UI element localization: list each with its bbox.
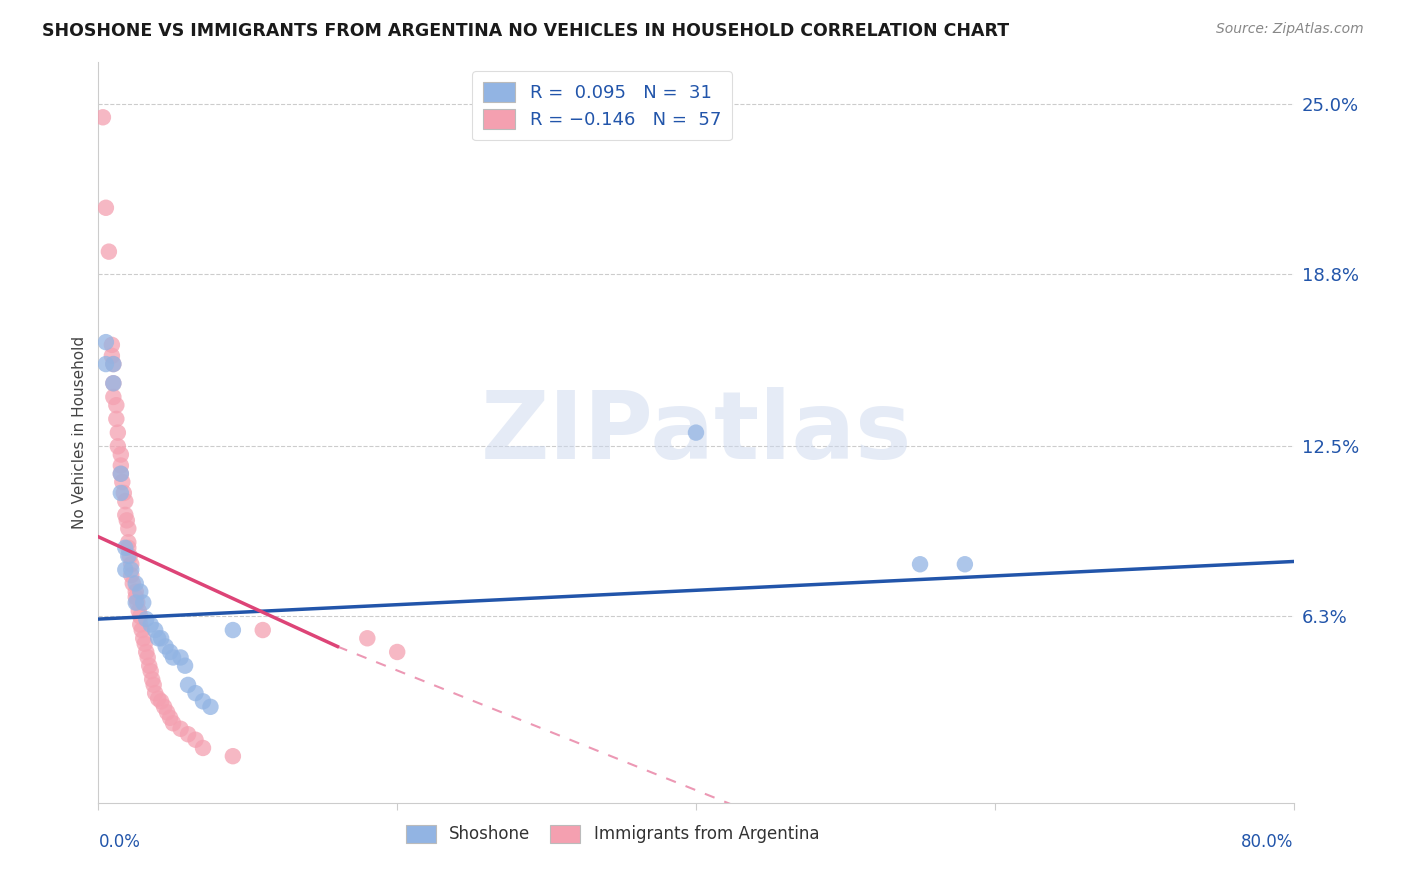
Text: 0.0%: 0.0% [98,833,141,851]
Text: ZIPatlas: ZIPatlas [481,386,911,479]
Point [110,467,132,481]
Point [125,596,148,610]
Point [143,623,166,637]
Point [356,632,378,646]
Point [174,658,197,673]
Point [94,357,117,371]
Point [139,617,162,632]
Point [103,376,125,391]
Point [908,558,931,572]
Point [141,673,163,687]
Point [114,508,136,522]
Point [155,640,177,654]
Point [953,558,976,572]
Point [117,522,139,536]
Point [148,632,170,646]
Point [91,110,114,124]
Point [115,513,138,527]
Point [385,645,409,659]
Point [159,645,181,659]
Point [110,486,132,500]
Point [118,549,141,563]
Point [131,623,153,637]
Point [103,357,125,371]
Point [110,458,132,473]
Point [114,563,136,577]
Point [169,650,191,665]
Point [117,541,139,555]
Point [153,699,176,714]
Text: Source: ZipAtlas.com: Source: ZipAtlas.com [1216,22,1364,37]
Point [127,596,149,610]
Point [111,475,134,489]
Point [120,563,142,577]
Point [103,390,125,404]
Point [138,658,160,673]
Point [191,694,214,708]
Point [159,711,181,725]
Point [103,376,125,391]
Point [200,699,222,714]
Point [120,558,142,572]
Point [222,623,245,637]
Point [125,590,148,604]
Point [97,244,120,259]
Point [101,338,124,352]
Point [112,486,135,500]
Point [129,609,152,624]
Point [162,716,184,731]
Legend: Shoshone, Immigrants from Argentina: Shoshone, Immigrants from Argentina [399,818,825,850]
Point [132,596,155,610]
Point [150,632,173,646]
Point [114,494,136,508]
Point [150,694,173,708]
Point [129,584,152,599]
Point [135,645,157,659]
Point [148,691,170,706]
Point [107,425,129,440]
Point [121,576,143,591]
Point [114,541,136,555]
Point [101,349,124,363]
Point [135,612,157,626]
Point [142,678,165,692]
Point [125,576,148,591]
Point [222,749,245,764]
Point [191,741,214,756]
Text: SHOSHONE VS IMMIGRANTS FROM ARGENTINA NO VEHICLES IN HOUSEHOLD CORRELATION CHART: SHOSHONE VS IMMIGRANTS FROM ARGENTINA NO… [42,22,1010,40]
Point [125,584,148,599]
Point [177,727,200,741]
Point [162,650,184,665]
Point [107,439,129,453]
Y-axis label: No Vehicles in Household: No Vehicles in Household [72,336,87,529]
Point [136,650,159,665]
Point [105,398,128,412]
Point [132,632,155,646]
Point [129,617,152,632]
Point [685,425,707,440]
Point [117,535,139,549]
Point [252,623,274,637]
Point [117,549,139,563]
Point [128,604,150,618]
Point [156,706,179,720]
Point [110,448,132,462]
Point [143,686,166,700]
Point [103,357,125,371]
Point [120,568,142,582]
Point [94,201,117,215]
Point [134,637,156,651]
Text: 80.0%: 80.0% [1241,833,1294,851]
Point [139,664,162,678]
Point [105,412,128,426]
Point [184,686,207,700]
Point [94,335,117,350]
Point [177,678,200,692]
Point [184,732,207,747]
Point [110,467,132,481]
Point [169,722,191,736]
